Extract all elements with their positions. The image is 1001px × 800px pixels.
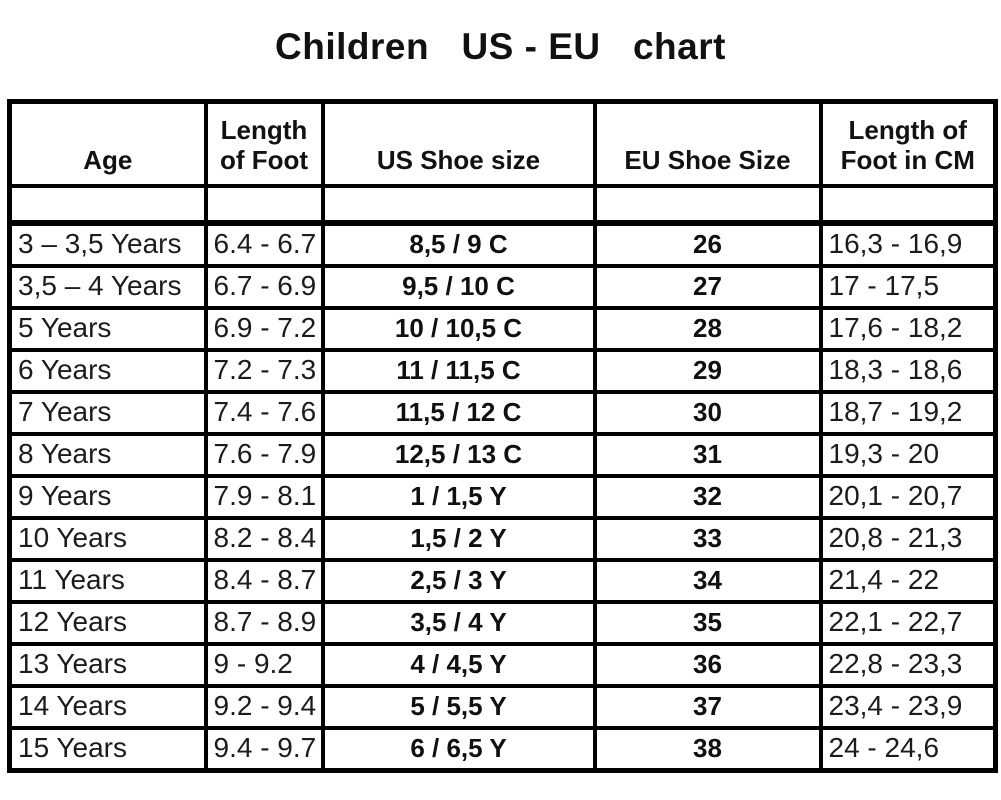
cell-eu-shoe-size: 35 [592, 600, 823, 646]
table-row: 11 Years 8.4 - 8.7 2,5 / 3 Y 34 21,4 - 22 [7, 558, 998, 604]
cell-us-shoe-size: 10 / 10,5 C [320, 306, 597, 352]
spacer-cell [592, 184, 823, 226]
cell-length-of-foot: 7.6 - 7.9 [203, 432, 325, 478]
cell-us-shoe-size: 1,5 / 2 Y [320, 516, 597, 562]
cell-length-cm: 17,6 - 18,2 [818, 306, 998, 352]
cell-length-of-foot: 7.2 - 7.3 [203, 348, 325, 394]
cell-length-of-foot: 8.4 - 8.7 [203, 558, 325, 604]
cell-length-cm: 18,7 - 19,2 [818, 390, 998, 436]
spacer-cell [203, 184, 325, 226]
cell-eu-shoe-size: 37 [592, 684, 823, 730]
table-row: 8 Years 7.6 - 7.9 12,5 / 13 C 31 19,3 - 20 [7, 432, 998, 478]
cell-us-shoe-size: 8,5 / 9 C [320, 221, 597, 268]
page-title: Children US - EU chart [275, 26, 726, 67]
cell-length-cm: 19,3 - 20 [818, 432, 998, 478]
table-row: 7 Years 7.4 - 7.6 11,5 / 12 C 30 18,7 - 19,2 [7, 390, 998, 436]
table-row: 9 Years 7.9 - 8.1 1 / 1,5 Y 32 20,1 - 20,7 [7, 474, 998, 520]
cell-us-shoe-size: 2,5 / 3 Y [320, 558, 597, 604]
cell-length-of-foot: 7.4 - 7.6 [203, 390, 325, 436]
cell-length-of-foot: 8.7 - 8.9 [203, 600, 325, 646]
table-row: 6 Years 7.2 - 7.3 11 / 11,5 C 29 18,3 - 18,6 [7, 348, 998, 394]
cell-us-shoe-size: 11 / 11,5 C [320, 348, 597, 394]
table-row: 14 Years 9.2 - 9.4 5 / 5,5 Y 37 23,4 - 23,9 [7, 684, 998, 730]
table-row: 3,5 – 4 Years 6.7 - 6.9 9,5 / 10 C 27 17 - 1… [7, 264, 998, 310]
cell-length-cm: 22,1 - 22,7 [818, 600, 998, 646]
cell-us-shoe-size: 5 / 5,5 Y [320, 684, 597, 730]
cell-length-cm: 21,4 - 22 [818, 558, 998, 604]
cell-us-shoe-size: 3,5 / 4 Y [320, 600, 597, 646]
cell-length-of-foot: 6.4 - 6.7 [203, 221, 325, 268]
header-age: Age [7, 99, 208, 188]
spacer-cell [320, 184, 597, 226]
header-length-cm: Length of Foot in CM [818, 99, 998, 188]
cell-us-shoe-size: 12,5 / 13 C [320, 432, 597, 478]
cell-us-shoe-size: 11,5 / 12 C [320, 390, 597, 436]
cell-eu-shoe-size: 30 [592, 390, 823, 436]
cell-age: 6 Years [7, 348, 208, 394]
cell-age: 12 Years [7, 600, 208, 646]
cell-eu-shoe-size: 29 [592, 348, 823, 394]
header-us-shoe-size: US Shoe size [320, 99, 597, 188]
table-header: Age Length of Foot US Shoe size EU Shoe … [7, 99, 998, 226]
cell-length-cm: 20,1 - 20,7 [818, 474, 998, 520]
cell-length-cm: 22,8 - 23,3 [818, 642, 998, 688]
cell-age: 3,5 – 4 Years [7, 264, 208, 310]
cell-us-shoe-size: 1 / 1,5 Y [320, 474, 597, 520]
cell-length-of-foot: 9.2 - 9.4 [203, 684, 325, 730]
cell-age: 7 Years [7, 390, 208, 436]
cell-age: 10 Years [7, 516, 208, 562]
table-row: 12 Years 8.7 - 8.9 3,5 / 4 Y 35 22,1 - 22,7 [7, 600, 998, 646]
table-row: 3 – 3,5 Years 6.4 - 6.7 8,5 / 9 C 26 16,3 - … [7, 221, 998, 268]
cell-length-cm: 16,3 - 16,9 [818, 221, 998, 268]
cell-length-cm: 23,4 - 23,9 [818, 684, 998, 730]
cell-age: 5 Years [7, 306, 208, 352]
cell-us-shoe-size: 6 / 6,5 Y [320, 726, 597, 773]
cell-age: 14 Years [7, 684, 208, 730]
header-eu-shoe-size: EU Shoe Size [592, 99, 823, 188]
cell-length-cm: 20,8 - 21,3 [818, 516, 998, 562]
cell-age: 15 Years [7, 726, 208, 773]
table-row: 10 Years 8.2 - 8.4 1,5 / 2 Y 33 20,8 - 21,3 [7, 516, 998, 562]
cell-length-of-foot: 9 - 9.2 [203, 642, 325, 688]
cell-eu-shoe-size: 34 [592, 558, 823, 604]
cell-eu-shoe-size: 31 [592, 432, 823, 478]
table-row: 13 Years 9 - 9.2 4 / 4,5 Y 36 22,8 - 23,3 [7, 642, 998, 688]
cell-age: 3 – 3,5 Years [7, 221, 208, 268]
table-row: 15 Years 9.4 - 9.7 6 / 6,5 Y 38 24 - 24,6 [7, 726, 998, 773]
header-row: Age Length of Foot US Shoe size EU Shoe … [7, 99, 998, 188]
table-body: 3 – 3,5 Years 6.4 - 6.7 8,5 / 9 C 26 16,3 - … [7, 221, 998, 773]
cell-length-of-foot: 6.9 - 7.2 [203, 306, 325, 352]
size-chart-table: Age Length of Foot US Shoe size EU Shoe … [7, 99, 998, 773]
cell-age: 9 Years [7, 474, 208, 520]
spacer-cell [7, 184, 208, 226]
cell-eu-shoe-size: 38 [592, 726, 823, 773]
cell-eu-shoe-size: 33 [592, 516, 823, 562]
cell-eu-shoe-size: 27 [592, 264, 823, 310]
cell-age: 13 Years [7, 642, 208, 688]
cell-length-of-foot: 6.7 - 6.9 [203, 264, 325, 310]
cell-length-of-foot: 8.2 - 8.4 [203, 516, 325, 562]
cell-age: 11 Years [7, 558, 208, 604]
spacer-row [7, 184, 998, 226]
cell-us-shoe-size: 9,5 / 10 C [320, 264, 597, 310]
table-row: 5 Years 6.9 - 7.2 10 / 10,5 C 28 17,6 - 18,2 [7, 306, 998, 352]
cell-eu-shoe-size: 32 [592, 474, 823, 520]
header-length-of-foot: Length of Foot [203, 99, 325, 188]
cell-eu-shoe-size: 26 [592, 221, 823, 268]
cell-length-of-foot: 9.4 - 9.7 [203, 726, 325, 773]
cell-length-of-foot: 7.9 - 8.1 [203, 474, 325, 520]
cell-age: 8 Years [7, 432, 208, 478]
cell-length-cm: 24 - 24,6 [818, 726, 998, 773]
cell-eu-shoe-size: 36 [592, 642, 823, 688]
cell-eu-shoe-size: 28 [592, 306, 823, 352]
cell-length-cm: 17 - 17,5 [818, 264, 998, 310]
cell-length-cm: 18,3 - 18,6 [818, 348, 998, 394]
cell-us-shoe-size: 4 / 4,5 Y [320, 642, 597, 688]
spacer-cell [818, 184, 998, 226]
